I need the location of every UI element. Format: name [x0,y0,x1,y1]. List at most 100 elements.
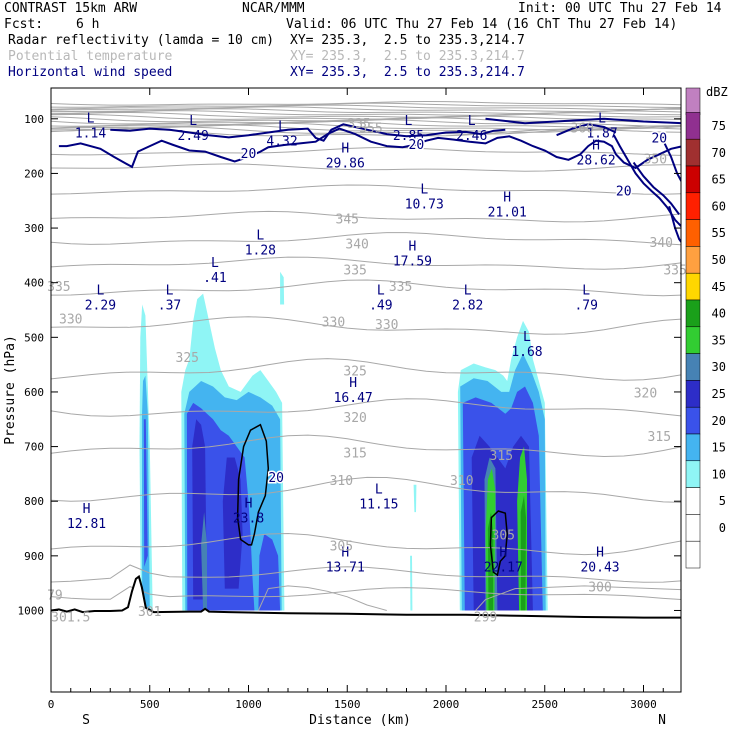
wind-low-marker: L [464,283,472,298]
reflectivity-region [410,555,413,611]
wind-high-marker: H [409,240,417,255]
colorbar-swatch [685,326,701,354]
wind-low-marker: L [420,182,428,197]
theta-contour [51,398,681,417]
theta-contour [51,111,681,118]
theta-contour [51,104,681,110]
extremum-value: .41 [203,271,226,286]
theta-contour [51,532,681,556]
field-label-theta: Potential temperature [8,49,173,64]
colorbar-level-label: 45 [712,280,726,294]
x-tick-label: 1500 [334,698,361,711]
colorbar-swatch [685,219,701,247]
wind-low-marker: L [211,256,219,271]
theta-contour [51,358,681,381]
theta-label: 310 [330,474,353,489]
y-axis-label: Pressure (hPa) [3,335,18,445]
extremum-value: 23.8 [233,511,264,526]
reflectivity-region [520,495,526,611]
colorbar-level-label: 75 [712,119,726,133]
theta-contour [51,118,681,128]
wind-contour [556,123,617,137]
x-tick-label: 3000 [630,698,657,711]
theta-contour [51,163,681,172]
extremum-value: 20.43 [580,561,619,576]
theta-contour [51,232,681,246]
extremum-value: 11.15 [359,498,398,513]
theta-label: 335 [343,263,366,278]
extremum-value: 1.14 [75,126,106,141]
cross-section-coords: XY= 235.3, 2.5 to 235.3,214.7 [290,65,525,80]
theta-contour [51,434,681,458]
colorbar-swatch [685,433,701,462]
extremum-value: 2.49 [178,129,209,144]
wind-contour [110,123,506,142]
theta-label: 320 [634,386,657,401]
colorbar-swatch [685,192,701,220]
x-tick-label: 500 [140,698,160,711]
reflectivity-region [280,271,285,305]
y-tick-label: 200 [24,167,44,180]
y-tick-label: 100 [24,113,44,126]
theta-label: 350 [644,153,667,168]
theta-label: 305 [492,528,515,543]
theta-label: 300 [588,580,611,595]
theta-label: 340 [345,237,368,252]
wind-low-marker: L [96,283,104,298]
colorbar-swatch [685,246,701,274]
theta-label: 330 [59,313,82,328]
theta-label: 325 [343,365,366,380]
theta-contour [51,586,681,600]
colorbar-swatch [685,138,701,167]
theta-contour [51,102,681,108]
extremum-value: 21.01 [488,205,527,220]
reflectivity-region [487,512,494,611]
init-time: Init: 00 UTC Thu 27 Feb 14 [518,1,722,16]
terrain-fill [51,576,681,692]
wind-high-marker: H [596,546,604,561]
colorbar-level-label: 15 [712,441,726,455]
theta-label: 345 [336,213,359,228]
field-label-wind: Horizontal wind speed [8,65,173,80]
theta-contour [51,256,681,270]
wind-low-marker: L [189,114,197,129]
theta-label: 301 [138,605,161,620]
colorbar-level-label: 70 [712,146,726,160]
wind-contour [485,117,681,125]
theta-label: 355 [359,121,382,136]
wind-contour-label: 20 [268,471,284,486]
extremum-value: 1.28 [245,244,276,259]
x-tick-label: 1000 [235,698,262,711]
wind-contour [632,161,680,215]
x-axis-label: Distance (km) [309,713,411,728]
theta-label: 79 [47,589,63,604]
colorbar-level-label: 65 [712,173,726,187]
colorbar-level-label: 50 [712,253,726,267]
wind-contour-label: 20 [616,184,632,199]
x-tick-label: 2000 [433,698,460,711]
colorbar-swatch [685,487,701,515]
extremum-value: 16.47 [334,391,373,406]
wind-low-marker: L [598,111,606,126]
wind-contour [58,127,681,170]
theta-label: 320 [343,411,366,426]
wind-low-marker: L [87,111,95,126]
extremum-value: .79 [574,298,597,313]
theta-label: 335 [47,280,70,295]
wind-low-marker: L [256,229,264,244]
colorbar-unit: dBZ [706,85,728,99]
theta-label: 301.5 [51,610,90,625]
colorbar-swatch [685,299,701,328]
colorbar-swatch [685,165,701,194]
extremum-value: 17.59 [393,255,432,270]
theta-label: 335 [663,263,686,278]
extremum-value: 2.29 [85,298,116,313]
colorbar-swatch [685,460,701,488]
theta-label: 335 [347,117,370,132]
wind-contour-label: 20 [241,147,257,162]
extremum-value: 2.46 [456,129,487,144]
model-title: CONTRAST 15km ARW [4,1,138,16]
theta-contour [51,210,681,223]
theta-label: 310 [450,474,473,489]
